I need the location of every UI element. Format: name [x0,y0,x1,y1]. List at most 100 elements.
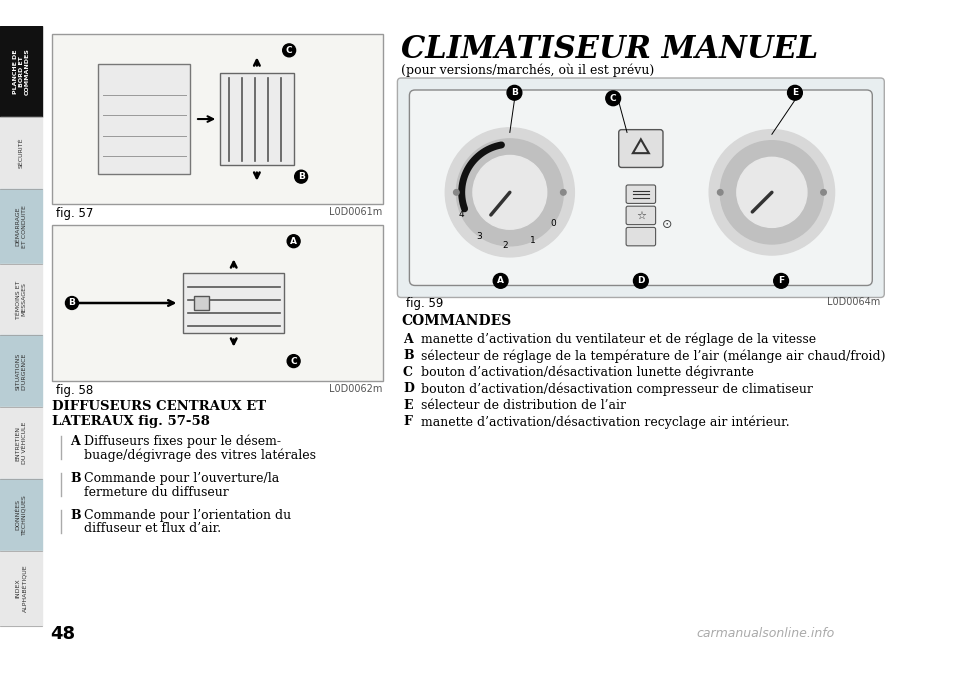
Text: buage/dégivrage des vitres latérales: buage/dégivrage des vitres latérales [84,449,316,462]
Circle shape [787,85,803,100]
FancyBboxPatch shape [626,185,656,203]
Circle shape [445,128,574,257]
Text: 3: 3 [476,232,482,240]
Text: A: A [403,332,413,345]
Text: ☆: ☆ [636,211,646,221]
Circle shape [821,190,827,195]
Text: manette d’activation du ventilateur et de réglage de la vitesse: manette d’activation du ventilateur et d… [421,332,817,346]
Circle shape [634,274,648,288]
Bar [220,73,294,165]
Bar [0,117,42,189]
Text: LATERAUX fig. 57-58: LATERAUX fig. 57-58 [52,414,209,428]
Text: 2: 2 [502,241,508,250]
Text: A: A [497,276,504,286]
Bar [0,407,42,479]
Bar [0,26,42,117]
Text: diffuseur et flux d’air.: diffuseur et flux d’air. [84,523,221,536]
Text: E: E [403,399,413,412]
Text: E: E [792,88,798,97]
Text: Commande pour l’ouverture/la: Commande pour l’ouverture/la [84,472,279,485]
Text: B: B [68,299,76,307]
Circle shape [606,91,620,106]
Circle shape [709,130,834,255]
Bar [52,225,383,381]
Circle shape [287,355,300,368]
Text: fig. 58: fig. 58 [57,384,93,397]
Text: DONNÉES
TECHNIQUES: DONNÉES TECHNIQUES [15,494,27,536]
Text: B: B [511,88,517,97]
Text: B: B [70,472,81,485]
Text: (pour versions/marchés, où il est prévu): (pour versions/marchés, où il est prévu) [401,63,655,77]
Text: sélecteur de réglage de la température de l’air (mélange air chaud/froid): sélecteur de réglage de la température d… [421,349,886,363]
Text: C: C [610,94,616,103]
Text: D: D [403,383,414,395]
Circle shape [717,190,723,195]
FancyBboxPatch shape [409,90,873,286]
Bar [98,64,190,175]
Text: C: C [286,46,293,55]
Text: L0D0061m: L0D0061m [329,207,383,217]
Text: fig. 59: fig. 59 [406,297,444,311]
FancyBboxPatch shape [619,130,663,167]
Text: fig. 57: fig. 57 [57,207,94,220]
Circle shape [287,235,300,248]
Text: F: F [778,276,784,286]
Text: fermeture du diffuseur: fermeture du diffuseur [84,485,228,498]
Text: A: A [70,435,80,448]
Text: SITUATIONS
D’URGENCE: SITUATIONS D’URGENCE [15,353,27,390]
Circle shape [774,274,788,288]
Text: B: B [298,172,304,181]
Circle shape [473,156,546,230]
Text: B: B [70,508,81,521]
Text: CLIMATISEUR MANUEL: CLIMATISEUR MANUEL [401,34,818,65]
Text: DÉMARRAGE
ET CONDUITE: DÉMARRAGE ET CONDUITE [15,204,27,248]
Text: 4: 4 [459,211,465,219]
Text: L0D0062m: L0D0062m [329,384,383,394]
Text: DIFFUSEURS CENTRAUX ET: DIFFUSEURS CENTRAUX ET [52,400,266,413]
Text: 1: 1 [530,236,536,245]
Text: F: F [403,416,412,429]
Text: Commande pour l’orientation du: Commande pour l’orientation du [84,508,291,521]
Text: bouton d’activation/désactivation lunette dégivrante: bouton d’activation/désactivation lunett… [421,366,755,379]
Circle shape [737,157,807,227]
Text: PLANCHE DE
BORD ET
COMMANDES: PLANCHE DE BORD ET COMMANDES [12,48,30,95]
Text: carmanualsonline.info: carmanualsonline.info [696,627,834,640]
Bar [194,296,209,310]
Text: 0: 0 [551,219,557,227]
Circle shape [65,297,79,309]
Text: D: D [637,276,644,286]
FancyBboxPatch shape [397,78,884,297]
Text: A: A [290,237,298,246]
Text: INDEX
ALPHABÉTIQUE: INDEX ALPHABÉTIQUE [15,565,27,612]
Bar [183,273,284,333]
Bar [0,335,42,407]
Text: Diffuseurs fixes pour le désem-: Diffuseurs fixes pour le désem- [84,435,281,448]
Text: bouton d’activation/désactivation compresseur de climatiseur: bouton d’activation/désactivation compre… [421,383,813,396]
Circle shape [295,170,307,183]
Circle shape [720,141,824,244]
Bar [0,189,42,263]
Text: B: B [403,349,414,362]
Bar [0,479,42,551]
Circle shape [453,190,459,195]
Text: L0D0064m: L0D0064m [828,297,880,307]
Bar [0,551,42,626]
Text: COMMANDES: COMMANDES [401,314,512,328]
Circle shape [561,190,566,195]
Bar [0,263,42,335]
Text: ENTRETIEN
DU VÉHICULE: ENTRETIEN DU VÉHICULE [15,422,27,464]
Circle shape [493,274,508,288]
Text: manette d’activation/désactivation recyclage air intérieur.: manette d’activation/désactivation recyc… [421,416,790,429]
Text: SÉCURITÉ: SÉCURITÉ [18,137,24,168]
Text: C: C [403,366,413,378]
Bar [52,34,383,204]
Text: 48: 48 [50,625,75,643]
Text: TÉMOINS ET
MESSAGES: TÉMOINS ET MESSAGES [15,280,27,319]
Circle shape [456,139,564,246]
FancyBboxPatch shape [626,227,656,246]
Circle shape [282,44,296,57]
Text: sélecteur de distribution de l’air: sélecteur de distribution de l’air [421,399,626,412]
Text: ⊙: ⊙ [661,218,672,231]
Circle shape [507,85,522,100]
Text: C: C [290,357,297,366]
